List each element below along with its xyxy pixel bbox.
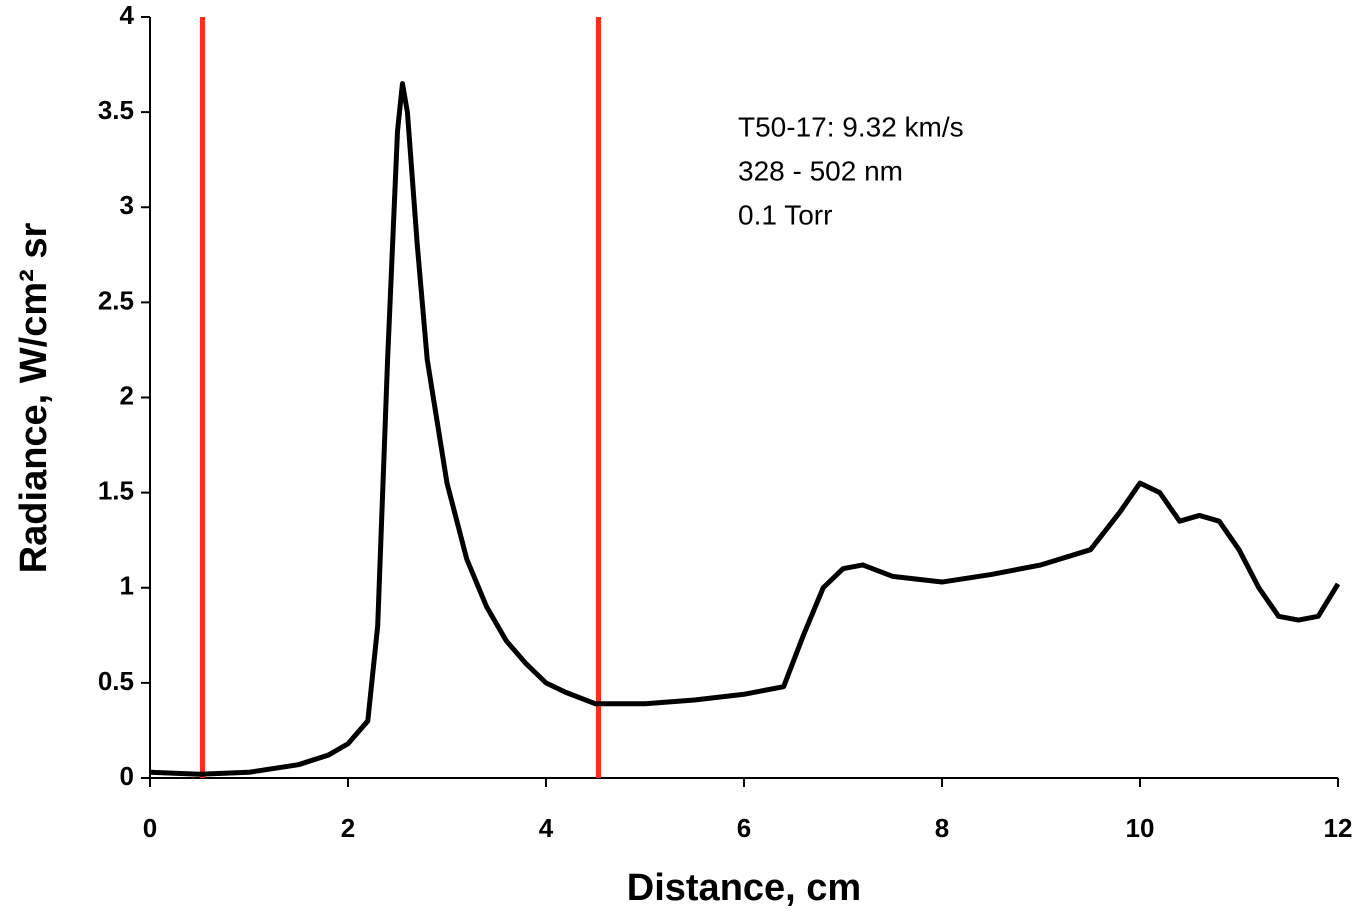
x-tick-label: 10 [1126,813,1155,843]
y-axis-title: Radiance, W/cm² sr [13,223,55,574]
y-tick-label: 2 [120,380,134,410]
x-tick-label: 12 [1324,813,1353,843]
y-tick-label: 4 [120,0,135,30]
y-tick-label: 3 [120,190,134,220]
annotation: 328 - 502 nm [738,155,903,186]
x-tick-label: 8 [935,813,949,843]
x-tick-label: 0 [143,813,157,843]
x-tick-label: 2 [341,813,355,843]
y-tick-label: 3.5 [98,95,134,125]
y-tick-label: 0.5 [98,666,134,696]
data-line [149,81,1341,777]
y-tick-label: 0 [120,761,134,791]
x-tick-label: 6 [737,813,751,843]
x-axis-title: Distance, cm [627,867,861,909]
annotation: 0.1 Torr [738,199,832,230]
y-tick-label: 2.5 [98,285,134,315]
y-tick-label: 1.5 [98,476,134,506]
x-tick-label: 4 [539,813,554,843]
annotation: T50-17: 9.32 km/s [738,111,964,142]
y-tick-label: 1 [120,571,134,601]
